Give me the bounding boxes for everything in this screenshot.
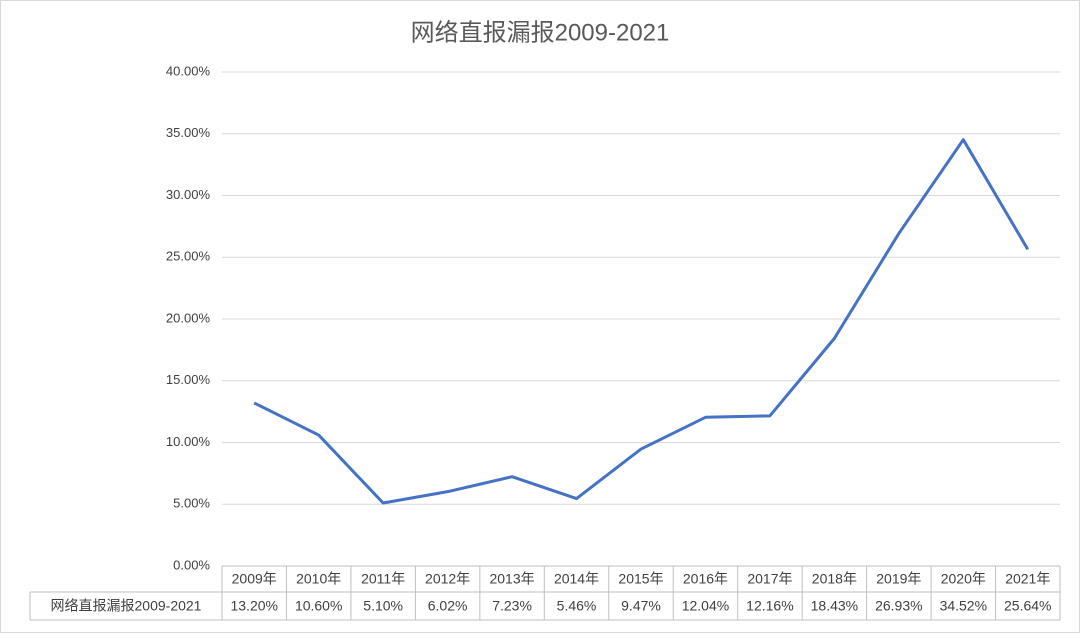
x-tick-label: 2019年 [876, 571, 921, 587]
x-tick-label: 2012年 [425, 571, 470, 587]
y-tick-label: 40.00% [166, 63, 211, 78]
y-tick-label: 0.00% [173, 557, 210, 572]
table-value: 25.64% [1004, 598, 1051, 614]
x-tick-label: 2015年 [618, 571, 663, 587]
table-value: 5.10% [363, 598, 403, 614]
table-value: 5.46% [557, 598, 597, 614]
x-tick-label: 2020年 [941, 571, 986, 587]
x-tick-label: 2010年 [296, 571, 341, 587]
x-tick-label: 2021年 [1005, 571, 1050, 587]
y-tick-label: 25.00% [166, 249, 211, 264]
table-value: 12.16% [746, 598, 793, 614]
table-value: 18.43% [811, 598, 858, 614]
y-tick-label: 15.00% [166, 372, 211, 387]
x-tick-label: 2013年 [489, 571, 534, 587]
table-value: 34.52% [940, 598, 987, 614]
x-tick-label: 2016年 [683, 571, 728, 587]
table-value: 26.93% [875, 598, 922, 614]
table-value: 13.20% [230, 598, 277, 614]
table-value: 12.04% [682, 598, 729, 614]
x-tick-label: 2017年 [747, 571, 792, 587]
legend-label: 网络直报漏报2009-2021 [51, 598, 202, 614]
x-tick-label: 2018年 [812, 571, 857, 587]
chart-title: 网络直报漏报2009-2021 [411, 19, 670, 46]
x-tick-label: 2014年 [554, 571, 599, 587]
y-tick-label: 30.00% [166, 187, 211, 202]
y-tick-label: 35.00% [166, 125, 211, 140]
x-tick-label: 2009年 [232, 571, 277, 587]
y-tick-label: 20.00% [166, 310, 211, 325]
table-value: 10.60% [295, 598, 342, 614]
table-value: 6.02% [428, 598, 468, 614]
table-value: 9.47% [621, 598, 661, 614]
table-value: 7.23% [492, 598, 532, 614]
series-line [253, 138, 1030, 505]
y-tick-label: 5.00% [173, 496, 210, 511]
y-tick-label: 10.00% [166, 434, 211, 449]
x-tick-label: 2011年 [361, 571, 405, 587]
